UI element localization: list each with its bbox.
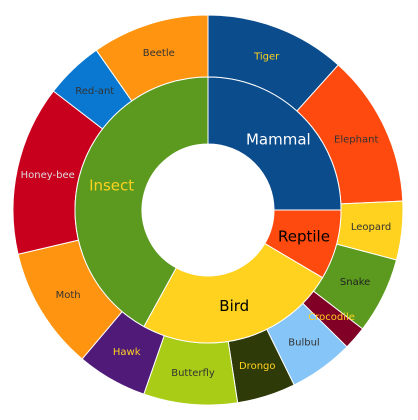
outer-label-leopard: Leopard — [351, 222, 391, 233]
inner-label-bird: Bird — [219, 297, 249, 315]
center-hole — [142, 144, 274, 276]
inner-label-insect: Insect — [89, 176, 134, 194]
outer-label-butterfly: Butterfly — [171, 368, 215, 379]
outer-label-red-ant: Red-ant — [75, 86, 114, 97]
outer-label-hawk: Hawk — [113, 347, 141, 358]
outer-label-elephant: Elephant — [334, 134, 378, 145]
outer-label-snake: Snake — [340, 277, 370, 288]
inner-label-mammal: Mammal — [246, 131, 311, 149]
outer-label-tiger: Tiger — [253, 51, 280, 62]
outer-label-crocodile: Crocodile — [308, 312, 355, 323]
outer-label-beetle: Beetle — [143, 48, 175, 59]
outer-label-moth: Moth — [56, 290, 81, 301]
outer-label-bulbul: Bulbul — [288, 337, 319, 348]
outer-label-honey-bee: Honey-bee — [21, 170, 75, 181]
inner-label-reptile: Reptile — [278, 227, 330, 245]
outer-label-drongo: Drongo — [239, 361, 276, 372]
